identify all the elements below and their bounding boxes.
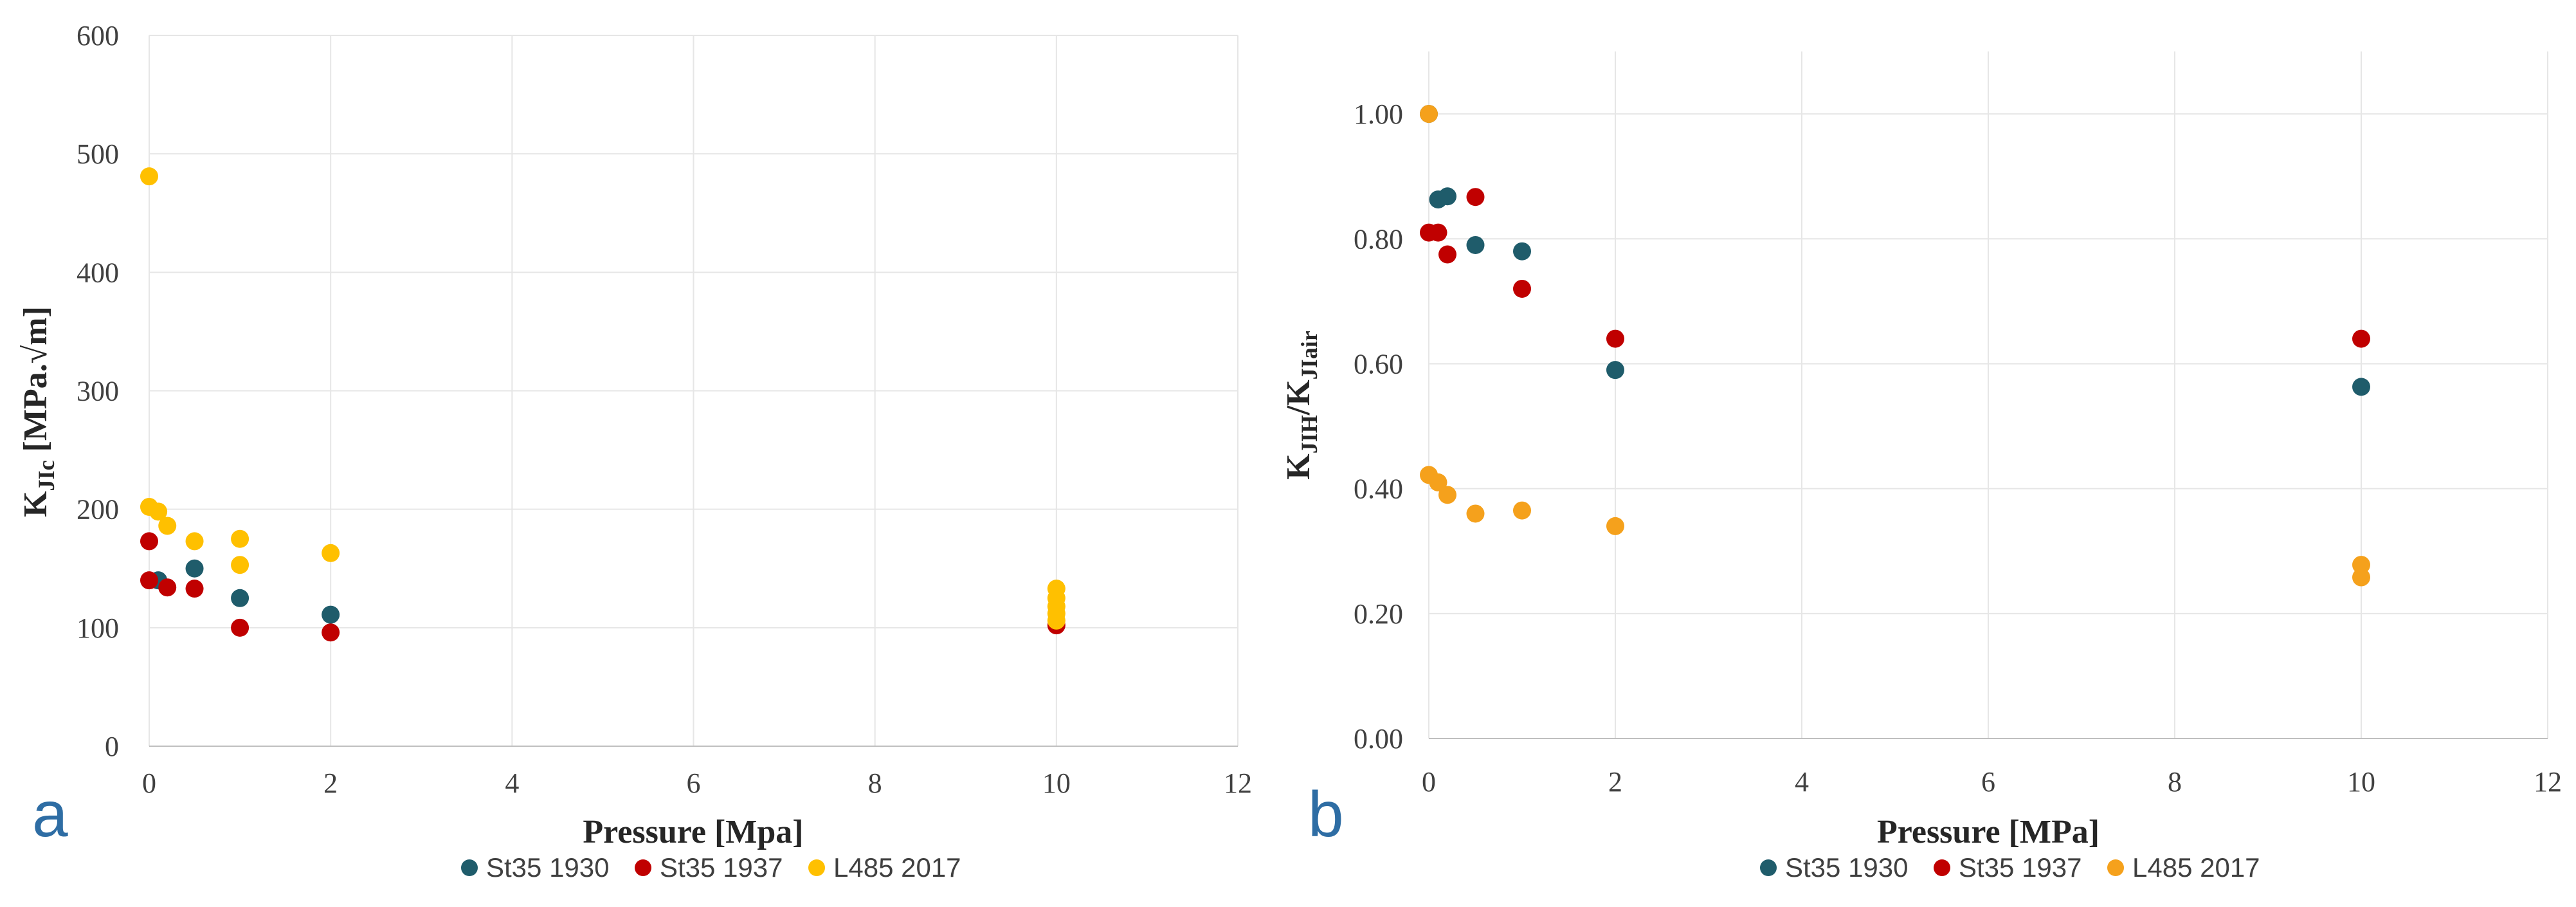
chart-a-y-tick-label: 400 [77,257,119,288]
chart-a-point-l485-2017 [322,544,340,562]
chart-a-legend-marker [808,859,825,876]
chart-a-point-l485-2017 [1047,611,1066,630]
chart-b-point-l485-2017 [1420,105,1438,124]
chart-a-point-l485-2017 [185,532,204,551]
chart-b-point-st35-1937 [1466,188,1485,206]
chart-b-x-tick-label: 12 [2534,766,2562,798]
chart-b-point-st35-1937 [1513,279,1531,298]
chart-a-x-tick-label: 12 [1224,767,1252,799]
chart-b-point-st35-1930 [1513,242,1531,261]
chart-a-point-st35-1937 [322,623,340,642]
chart-b-x-tick-label: 10 [2347,766,2375,798]
chart-a-point-l485-2017 [231,529,249,548]
chart-b-panel-label: b [1308,778,1344,850]
chart-a-point-l485-2017 [140,167,158,186]
chart-b: 0.00 0.20 0.40 0.60 0.80 1.00 0 2 4 6 8 10 12 Pressu… [1280,51,2562,883]
chart-b-point-st35-1930 [2352,378,2370,396]
chart-b-legend-marker [1934,859,1950,876]
chart-b-point-st35-1930 [1466,235,1485,254]
chart-a-x-tick-label: 0 [142,767,156,799]
chart-b-legend-label: St35 1930 [1785,852,1909,883]
chart-a-panel-label: a [32,778,68,850]
chart-a-point-l485-2017 [231,556,249,574]
chart-a-point-st35-1937 [158,578,177,597]
chart-b-legend-marker [1760,859,1777,876]
chart-b-x-axis-title: Pressure [MPa] [1877,814,2100,850]
chart-a-point-st35-1930 [231,589,249,607]
chart-b-point-l485-2017 [1438,486,1456,504]
chart-b-point-l485-2017 [2352,568,2370,587]
chart-a-legend-label: St35 1930 [486,852,610,883]
chart-b-y-axis-title: KJIH/KJIair [1280,331,1322,479]
chart-a-point-l485-2017 [158,517,177,535]
chart-b-point-st35-1937 [1606,329,1624,348]
chart-b-y-tick-label: 1.00 [1354,98,1403,130]
chart-b-y-tick-label: 0.20 [1354,598,1403,630]
chart-b-point-st35-1937 [1438,245,1456,264]
chart-b-point-st35-1937 [1429,223,1447,242]
chart-b-x-tick-label: 4 [1795,766,1809,798]
chart-a-y-tick-label: 600 [77,20,119,51]
chart-b-x-tick-label: 0 [1422,766,1436,798]
chart-b-point-l485-2017 [1606,517,1624,535]
chart-a-legend-label: L485 2017 [833,852,961,883]
chart-a-point-st35-1930 [322,605,340,624]
chart-b-x-tick-label: 6 [1981,766,1995,798]
chart-a-legend: St35 1930 St35 1937 L485 2017 [461,852,961,883]
chart-b-y-tick-label: 0.80 [1354,223,1403,255]
chart-b-legend-marker [2107,859,2124,876]
chart-a-point-st35-1937 [140,571,158,590]
chart-b-point-l485-2017 [1466,504,1485,523]
chart-b-legend: St35 1930 St35 1937 L485 2017 [1760,852,2260,883]
chart-a-y-tick-label: 0 [105,731,119,762]
chart-a-x-tick-label: 4 [505,767,519,799]
chart-a-y-tick-label: 100 [77,612,119,644]
chart-a-y-tick-label: 200 [77,494,119,526]
chart-b-x-tick-label: 2 [1608,766,1622,798]
chart-a-x-tick-label: 10 [1042,767,1071,799]
chart-b-point-st35-1937 [2352,329,2370,348]
chart-a-legend-marker [635,859,651,876]
chart-a-point-st35-1937 [231,618,249,637]
chart-a-y-axis-title: KJIc [MPa.√m] [17,306,59,517]
chart-a-point-st35-1937 [185,580,204,598]
chart-a-legend-label: St35 1937 [660,852,783,883]
chart-b-legend-label: L485 2017 [2132,852,2260,883]
chart-b-y-tick-label: 0.00 [1354,723,1403,755]
chart-a-y-tick-label: 500 [77,138,119,170]
chart-b-point-l485-2017 [1429,473,1447,491]
chart-b-point-st35-1930 [1438,187,1456,206]
chart-b-y-tick-label: 0.60 [1354,348,1403,380]
chart-a-point-st35-1937 [140,532,158,551]
chart-a-x-tick-label: 8 [868,767,882,799]
chart-a: 0 100 200 300 400 500 600 0 2 4 6 8 10 12 Pressure [M… [17,20,1252,883]
chart-a-point-st35-1930 [185,559,204,578]
chart-b-x-tick-label: 8 [2168,766,2182,798]
chart-a-x-axis-title: Pressure [Mpa] [583,814,803,850]
chart-b-point-l485-2017 [1513,501,1531,520]
chart-b-point-l485-2017 [2352,556,2370,574]
chart-a-point-l485-2017 [149,502,168,521]
chart-a-x-tick-label: 2 [323,767,338,799]
chart-b-y-tick-label: 0.40 [1354,473,1403,505]
chart-b-legend-label: St35 1937 [1959,852,2082,883]
chart-a-x-tick-label: 6 [687,767,701,799]
chart-b-point-st35-1930 [1606,361,1624,380]
chart-a-legend-marker [461,859,478,876]
chart-a-y-tick-label: 300 [77,376,119,407]
